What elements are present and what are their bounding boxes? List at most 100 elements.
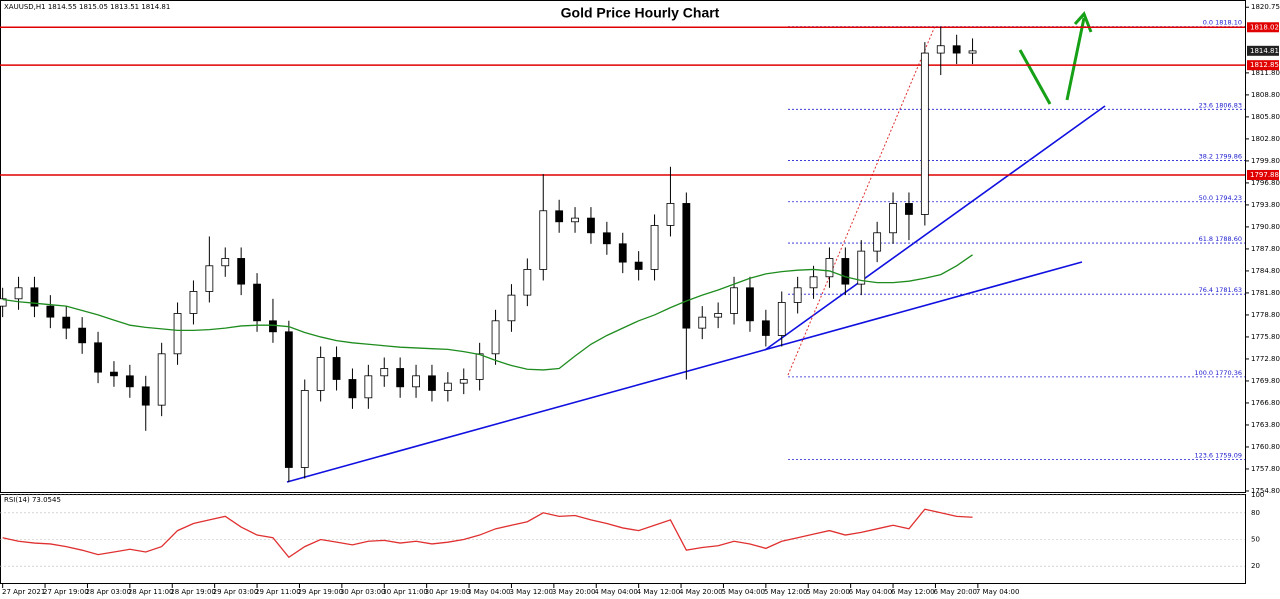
- y-tick-label: 1772.80: [1251, 355, 1280, 363]
- candle-body: [841, 258, 850, 285]
- y-tick-label: 1802.80: [1251, 135, 1280, 143]
- candle-body: [316, 357, 325, 391]
- rsi-tick-label: 50: [1251, 536, 1260, 544]
- rsi-tick-label: 100: [1251, 491, 1264, 499]
- rsi-label: RSI(14) 73.0545: [4, 496, 61, 504]
- candle-body: [666, 203, 675, 226]
- candle-body: [205, 265, 214, 292]
- candle-body: [889, 203, 897, 234]
- candle-body: [173, 313, 182, 355]
- rsi-line: [2, 508, 973, 559]
- fib-label: 38.2 1799.86: [1199, 152, 1242, 160]
- candle-body: [14, 287, 23, 300]
- x-tick-label: 6 May 12:00: [891, 588, 935, 596]
- candle-body: [793, 287, 802, 303]
- candle-body: [968, 50, 977, 54]
- y-tick-label: 1769.80: [1251, 377, 1280, 385]
- candle-body: [825, 258, 834, 278]
- candle-body: [507, 294, 516, 322]
- candle-body: [523, 269, 532, 296]
- y-tick-label: 1808.80: [1251, 91, 1280, 99]
- candle-body: [348, 379, 357, 399]
- candle-body: [428, 375, 436, 391]
- y-tick-label: 1796.80: [1251, 179, 1280, 187]
- y-tick-label: 1799.80: [1251, 157, 1280, 165]
- price-label: 1814.81: [1250, 47, 1279, 55]
- y-tick-label: 1757.80: [1251, 465, 1280, 473]
- y-tick-label: 1778.80: [1251, 311, 1280, 319]
- candle-body: [459, 379, 468, 384]
- candle-body: [125, 375, 134, 388]
- symbol-header: XAUUSD,H1 1814.55 1815.05 1813.51 1814.8…: [4, 3, 170, 11]
- trend-lines: [286, 11, 1106, 483]
- fib-diagonal: [787, 25, 936, 376]
- candle-body: [396, 368, 405, 388]
- x-tick-label: 4 May 04:00: [594, 588, 638, 596]
- x-tick-label: 5 May 20:00: [806, 588, 850, 596]
- x-tick-label: 5 May 04:00: [721, 588, 765, 596]
- candle-body: [698, 316, 707, 329]
- y-tick-label: 1763.80: [1251, 421, 1280, 429]
- candle-body: [809, 276, 818, 289]
- candle-body: [873, 232, 882, 252]
- x-tick-label: 4 May 20:00: [679, 588, 723, 596]
- y-tick-label: 1781.80: [1251, 289, 1280, 297]
- x-tick-label: 7 May 04:00: [976, 588, 1020, 596]
- y-tick-label: 1793.80: [1251, 201, 1280, 209]
- y-tick-label: 1766.80: [1251, 399, 1280, 407]
- x-tick-label: 3 May 04:00: [467, 588, 511, 596]
- candle-body: [761, 320, 770, 336]
- y-tick-label: 1811.80: [1251, 69, 1280, 77]
- x-tick-label: 29 Apr 19:00: [297, 588, 343, 596]
- level-label: 1797.88: [1250, 171, 1279, 179]
- fib-label: 123.6 1759.09: [1194, 452, 1242, 460]
- candle-body: [30, 287, 39, 307]
- x-tick-label: 27 Apr 2021: [2, 588, 45, 596]
- x-tick-label: 28 Apr 19:00: [170, 588, 216, 596]
- rsi-tick-label: 20: [1251, 562, 1260, 570]
- arrow: [1018, 49, 1052, 105]
- candle-body: [300, 390, 309, 468]
- candle-body: [491, 320, 500, 355]
- candle-body: [730, 287, 738, 314]
- y-tick-label: 1820.75: [1251, 3, 1280, 11]
- candle-body: [682, 203, 691, 329]
- candle-body: [555, 210, 564, 223]
- candle-body: [221, 258, 230, 267]
- rsi-tick-label: 80: [1251, 509, 1260, 517]
- x-tick-label: 29 Apr 11:00: [255, 588, 301, 596]
- x-tick-label: 30 Apr 11:00: [382, 588, 428, 596]
- candle-body: [364, 375, 373, 399]
- rsi-panel: [0, 494, 1246, 584]
- fib-label: 100.0 1770.36: [1194, 369, 1242, 377]
- candle-body: [475, 353, 484, 380]
- candle-body: [412, 375, 420, 388]
- x-tick-label: 4 May 12:00: [637, 588, 681, 596]
- candle-body: [857, 250, 866, 285]
- candle-body: [380, 368, 389, 377]
- y-tick-label: 1790.80: [1251, 223, 1280, 231]
- candle-body: [714, 313, 723, 318]
- candle-body: [62, 316, 71, 329]
- arrow: [1065, 17, 1086, 101]
- fib-label: 50.0 1794.23: [1199, 194, 1242, 202]
- trend-line: [286, 261, 1083, 483]
- y-tick-label: 1787.80: [1251, 245, 1280, 253]
- x-tick-label: 30 Apr 03:00: [340, 588, 386, 596]
- fib-label: 23.6 1806.83: [1199, 101, 1242, 109]
- candle-body: [157, 353, 166, 406]
- candle-body: [110, 371, 118, 377]
- x-tick-label: 3 May 12:00: [509, 588, 553, 596]
- fib-label: 76.4 1781.63: [1199, 286, 1242, 294]
- fib-label: 0.0 1818.10: [1203, 19, 1242, 27]
- candle-body: [618, 243, 627, 263]
- level-tag: [1247, 60, 1279, 71]
- candle-body: [269, 320, 277, 333]
- candle-body: [332, 357, 341, 380]
- x-tick-label: 6 May 04:00: [849, 588, 893, 596]
- candle-body: [936, 45, 945, 54]
- x-tick-label: 5 May 12:00: [764, 588, 808, 596]
- level-tag: [1247, 169, 1279, 180]
- candle-body: [189, 291, 198, 314]
